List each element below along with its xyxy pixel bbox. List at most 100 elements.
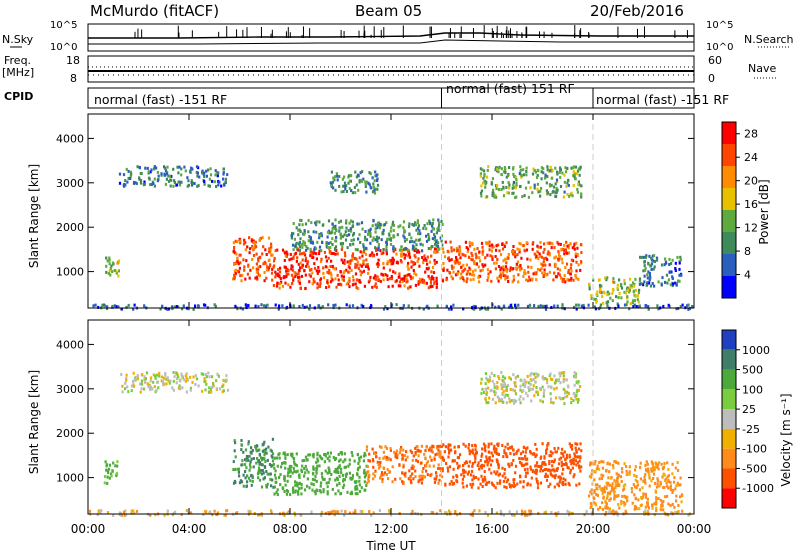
heatmap-cell: [251, 479, 254, 483]
heatmap-cell: [126, 180, 129, 184]
heatmap-cell: [390, 275, 393, 278]
heatmap-cell: [387, 477, 390, 481]
heatmap-cell: [409, 479, 412, 483]
heatmap-cell: [520, 174, 523, 177]
heatmap-cell: [346, 490, 349, 494]
heatmap-cell: [151, 387, 154, 391]
heatmap-cell: [471, 241, 474, 245]
heatmap-cell: [141, 373, 144, 377]
heatmap-cell: [283, 513, 286, 517]
heatmap-cell: [266, 482, 269, 486]
heatmap-cell: [171, 386, 174, 390]
heatmap-cell: [646, 276, 649, 280]
heatmap-cell: [438, 247, 441, 251]
heatmap-cell: [437, 241, 440, 245]
heatmap-cell: [160, 375, 163, 379]
heatmap-cell: [462, 471, 465, 475]
heatmap-cell: [571, 447, 574, 451]
heatmap-cell: [278, 304, 281, 308]
heatmap-cell: [392, 245, 395, 249]
heatmap-cell: [398, 280, 401, 284]
heatmap-cell: [214, 304, 217, 308]
heatmap-cell: [420, 444, 423, 448]
heatmap-cell: [534, 170, 537, 174]
heatmap-cell: [290, 267, 293, 271]
heatmap-cell: [608, 498, 611, 502]
heatmap-cell: [273, 485, 276, 489]
heatmap-cell: [485, 401, 488, 405]
heatmap-cell: [337, 278, 340, 282]
heatmap-cell: [355, 183, 358, 187]
heatmap-cell: [354, 191, 357, 195]
heatmap-cell: [473, 260, 476, 264]
heatmap-cell: [579, 455, 582, 459]
heatmap-cell: [265, 447, 268, 451]
heatmap-cell: [612, 466, 615, 470]
heatmap-cell: [376, 237, 379, 241]
heatmap-cell: [542, 250, 545, 254]
heatmap-cell: [167, 379, 170, 383]
heatmap-cell: [332, 509, 335, 513]
heatmap-cell: [329, 265, 332, 268]
heatmap-cell: [496, 481, 499, 485]
heatmap-cell: [364, 265, 368, 268]
heatmap-cell: [226, 173, 229, 177]
heatmap-cell: [295, 241, 298, 245]
heatmap-cell: [348, 266, 351, 270]
heatmap-cell: [263, 271, 266, 274]
heatmap-cell: [571, 466, 574, 470]
heatmap-cell: [380, 474, 383, 478]
heatmap-cell: [583, 513, 586, 517]
heatmap-cell: [558, 480, 561, 484]
heatmap-cell: [201, 389, 204, 393]
heatmap-cell: [540, 170, 543, 174]
heatmap-cell: [616, 478, 619, 482]
heatmap-cell: [491, 397, 495, 401]
heatmap-cell: [271, 452, 275, 456]
heatmap-cell: [515, 195, 518, 199]
heatmap-cell: [195, 377, 199, 381]
heatmap-cell: [403, 277, 406, 281]
heatmap-cell: [515, 266, 518, 270]
heatmap-cell: [281, 248, 285, 252]
heatmap-cell: [233, 262, 236, 266]
heatmap-cell: [359, 455, 363, 459]
heatmap-cell: [648, 476, 651, 480]
heatmap-cell: [266, 265, 269, 269]
heatmap-cell: [414, 283, 417, 287]
heatmap-cell: [617, 484, 621, 488]
heatmap-cell: [446, 466, 449, 470]
heatmap-cell: [142, 183, 145, 187]
heatmap-cell: [391, 256, 394, 260]
heatmap-cell: [633, 507, 636, 511]
heatmap-cell: [301, 245, 304, 249]
heatmap-cell: [454, 451, 457, 455]
heatmap-cell: [380, 471, 384, 475]
heatmap-cell: [343, 175, 346, 179]
heatmap-cell: [342, 261, 345, 265]
heatmap-cell: [317, 304, 321, 308]
heatmap-cell: [424, 257, 427, 261]
heatmap-cell: [196, 184, 199, 188]
heatmap-cell: [647, 305, 650, 308]
heatmap-cell: [628, 465, 631, 469]
heatmap-cell: [554, 191, 557, 195]
heatmap-cell: [628, 288, 631, 292]
heatmap-cell: [507, 462, 510, 466]
heatmap-cell: [507, 252, 510, 256]
heatmap-cell: [570, 191, 573, 195]
heatmap-cell: [358, 278, 361, 282]
heatmap-cell: [312, 467, 315, 471]
heatmap-cell: [121, 390, 124, 394]
heatmap-cell: [474, 443, 477, 447]
heatmap-cell: [342, 486, 345, 490]
heatmap-cell: [117, 259, 121, 263]
time-axis-label: Time UT: [365, 539, 416, 553]
colorbar-tick-label: 16: [744, 198, 758, 211]
heatmap-cell: [344, 458, 347, 462]
heatmap-cell: [436, 304, 439, 308]
heatmap-cell: [647, 511, 650, 515]
heatmap-cell: [308, 280, 311, 284]
heatmap-cell: [326, 492, 329, 496]
heatmap-cell: [500, 307, 503, 311]
